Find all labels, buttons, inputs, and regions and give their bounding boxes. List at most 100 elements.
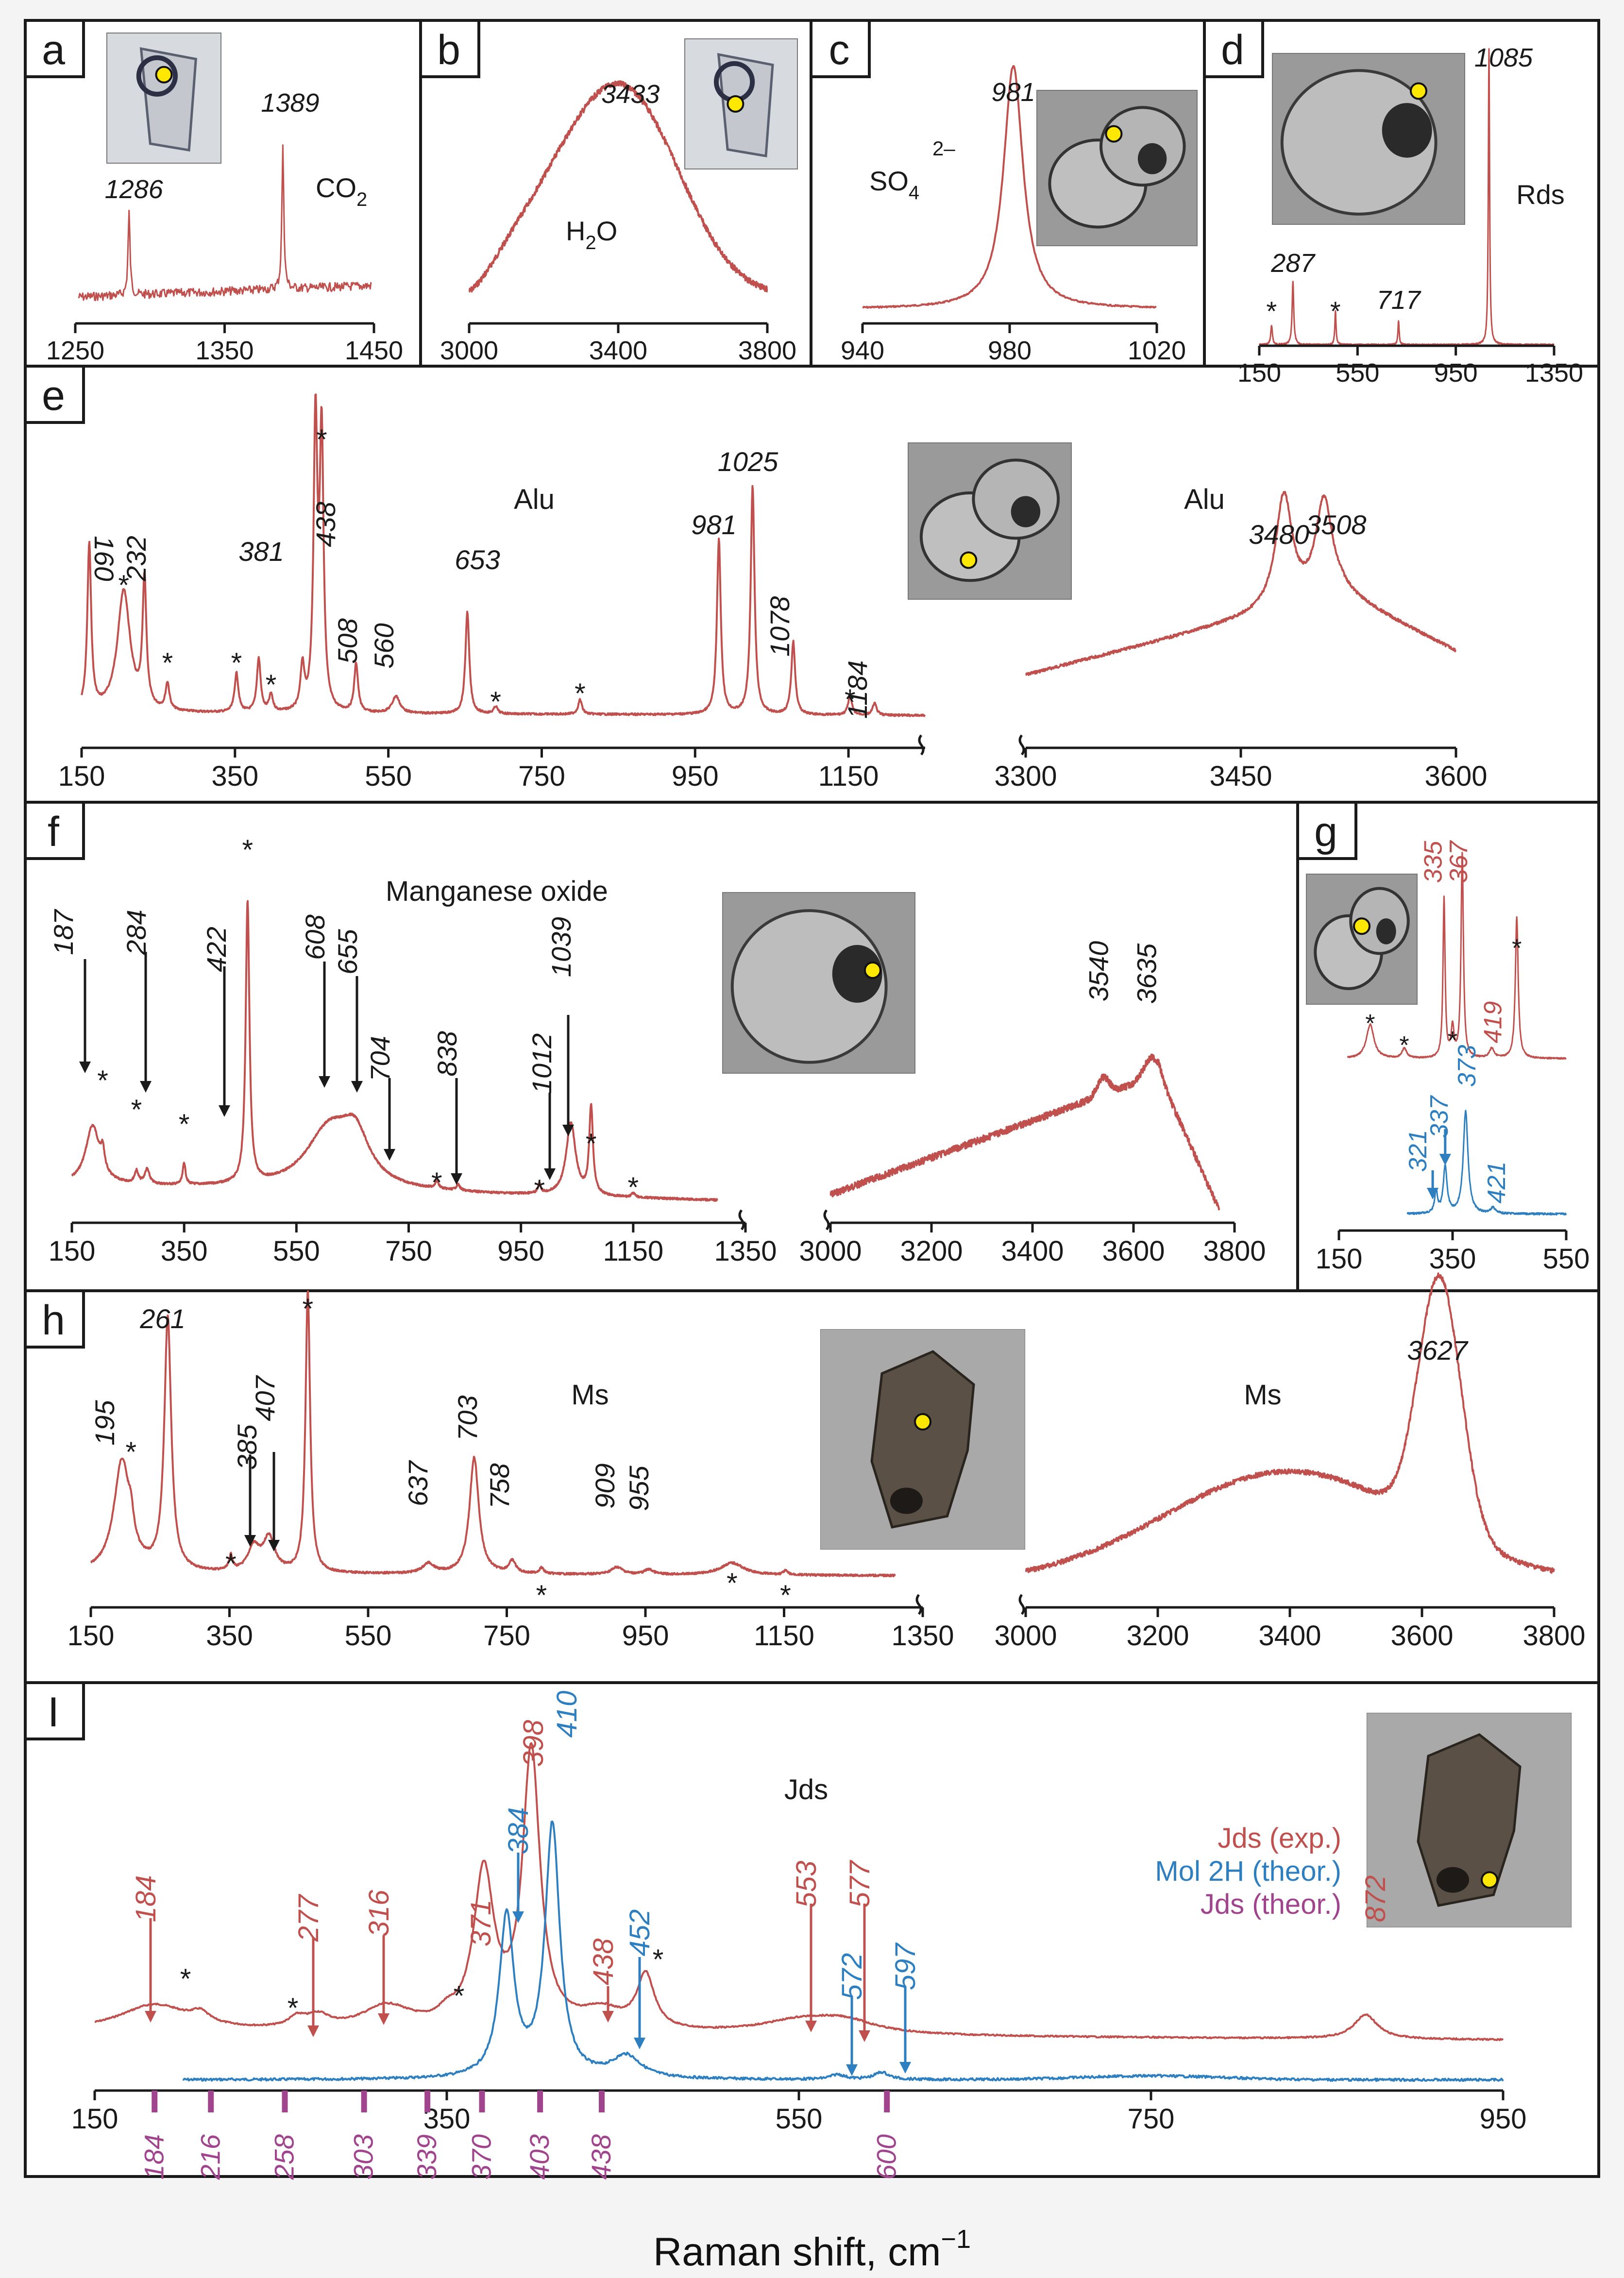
- inset-photo-c: [1036, 90, 1198, 246]
- peak-label: 398: [518, 1720, 549, 1767]
- peak-label: 385: [232, 1424, 262, 1469]
- arrowhead-icon: [307, 2025, 319, 2037]
- peak-label: 838: [432, 1031, 462, 1076]
- dark-spot: [890, 1487, 923, 1514]
- artifact-marker: *: [126, 1436, 137, 1468]
- crystal-outline: [717, 53, 774, 158]
- peak-label: 384: [503, 1807, 534, 1855]
- inset-photo-i: [1367, 1713, 1572, 1927]
- theoretical-label: 216: [195, 2134, 225, 2180]
- peak-label: 160: [89, 536, 119, 581]
- panel-label-box: [24, 19, 85, 78]
- legend-entry: Jds (theor.): [1201, 1889, 1341, 1920]
- x-tick-label: 3600: [1102, 1235, 1165, 1267]
- axis-break: [738, 1209, 745, 1231]
- peak-label: 438: [310, 502, 341, 547]
- artifact-marker: *: [1330, 296, 1341, 326]
- peak-label: 608: [300, 914, 330, 960]
- x-tick-label: 550: [776, 2103, 823, 2135]
- arrowhead-icon: [244, 1535, 256, 1547]
- x-tick-label: 3800: [738, 336, 796, 365]
- species-label: Ms: [571, 1379, 609, 1411]
- peak-label: 419: [1479, 1001, 1507, 1044]
- peak-label: 1025: [718, 446, 778, 477]
- peak-label: 277: [293, 1893, 324, 1942]
- artifact-marker: *: [1448, 1027, 1457, 1055]
- peak-label: 758: [484, 1463, 515, 1508]
- x-tick-label: 550: [365, 760, 412, 792]
- x-tick-label: 3000: [440, 336, 498, 365]
- inset-photo-g: [1306, 874, 1418, 1005]
- species-label: Jds: [784, 1774, 828, 1806]
- series-e-left: [81, 393, 926, 717]
- series-i-blue: [182, 1821, 1504, 2082]
- x-tick-label: 1350: [714, 1235, 777, 1267]
- panel-label: c: [829, 27, 850, 73]
- artifact-marker: *: [288, 1992, 299, 2024]
- theoretical-label: 258: [269, 2134, 300, 2180]
- arrowhead-icon: [219, 1105, 230, 1117]
- artifact-marker: *: [162, 647, 173, 679]
- artifact-marker: *: [586, 1128, 597, 1160]
- species-label: Alu: [514, 484, 555, 515]
- arrowhead-icon: [512, 1911, 524, 1923]
- peak-label: 1012: [526, 1033, 557, 1094]
- series-g-theor: [1406, 1110, 1567, 1216]
- peak-label: 422: [201, 927, 232, 972]
- x-tick-label: 950: [497, 1235, 544, 1267]
- arrowhead-icon: [351, 1081, 363, 1093]
- x-tick-label: 350: [161, 1235, 208, 1267]
- species-label: Rds: [1516, 179, 1565, 210]
- artifact-marker: *: [1399, 1031, 1409, 1060]
- x-tick-label: 1020: [1128, 336, 1186, 365]
- species-label: Alu: [1184, 484, 1225, 515]
- artifact-marker: *: [454, 1980, 465, 2012]
- artifact-marker: *: [845, 684, 856, 715]
- arrowhead-icon: [859, 2030, 870, 2042]
- theoretical-label: 184: [138, 2134, 169, 2179]
- dark-phase: [1011, 496, 1041, 527]
- artifact-marker: *: [653, 1944, 664, 1975]
- peak-label: 3540: [1083, 941, 1114, 1002]
- panel-label-box: [1203, 19, 1264, 78]
- x-axis-title: Raman shift, cm−1: [653, 2225, 971, 2274]
- artifact-marker: *: [266, 669, 277, 701]
- peak-label: 703: [452, 1395, 483, 1440]
- x-tick-label: 550: [1336, 358, 1379, 388]
- x-tick-label: 3200: [1126, 1620, 1189, 1652]
- artifact-marker: *: [536, 1580, 547, 1611]
- dark-phase: [1137, 143, 1167, 174]
- peak-label: 3627: [1407, 1335, 1468, 1366]
- series-f-right: [829, 1053, 1220, 1211]
- panel-label: b: [437, 27, 460, 73]
- peak-label: 872: [1360, 1875, 1391, 1923]
- arrowhead-icon: [79, 1062, 91, 1073]
- peak-label: 1085: [1474, 43, 1533, 72]
- x-tick-label: 150: [68, 1620, 115, 1652]
- x-tick-label: 750: [1128, 2103, 1175, 2135]
- artifact-marker: *: [575, 678, 586, 709]
- panel-label-box: [1296, 801, 1357, 860]
- peak-label: 637: [403, 1460, 433, 1506]
- arrowhead-icon: [140, 1081, 152, 1093]
- dark-spot: [1436, 1867, 1469, 1893]
- x-tick-label: 950: [622, 1620, 669, 1652]
- artifact-marker: *: [242, 834, 253, 866]
- arrowhead-icon: [451, 1173, 462, 1185]
- analysis-spot-icon: [1481, 1871, 1498, 1889]
- peak-label: 3508: [1306, 509, 1367, 540]
- artifact-marker: *: [118, 570, 130, 601]
- peak-label: 452: [624, 1909, 656, 1957]
- artifact-marker: *: [534, 1174, 545, 1206]
- peak-label: 1078: [764, 596, 795, 657]
- x-tick-label: 1450: [345, 336, 403, 365]
- x-tick-label: 3450: [1209, 760, 1272, 792]
- series-c: [862, 65, 1157, 309]
- x-tick-label: 3000: [994, 1620, 1057, 1652]
- panel-label: e: [42, 372, 65, 419]
- x-tick-label: 150: [49, 1235, 96, 1267]
- peak-label: 1389: [261, 88, 319, 118]
- inset-photo-h: [820, 1329, 1025, 1550]
- analysis-spot-icon: [1409, 82, 1427, 100]
- axis-break: [1018, 734, 1025, 756]
